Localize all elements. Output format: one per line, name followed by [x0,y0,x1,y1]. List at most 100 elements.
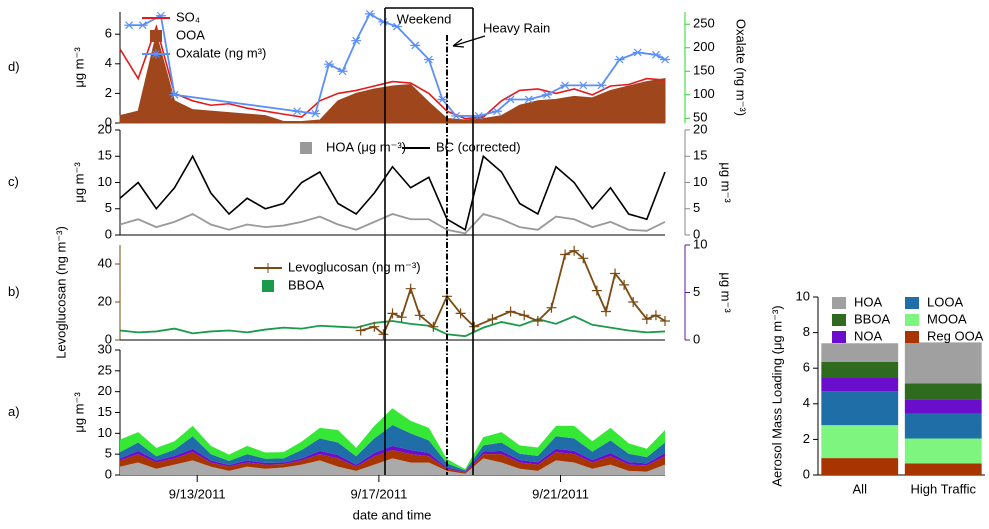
marker [560,81,571,90]
y-tick-label: 0 [105,226,112,241]
marker [523,95,534,104]
bar-segment [821,391,899,426]
marker [541,90,552,99]
y-axis-label: μg m⁻³ [71,392,86,433]
marker [519,310,530,321]
marker [569,245,580,256]
y-tick-label: 2 [105,85,112,100]
y-tick-label: 25 [98,362,112,377]
marker [469,321,480,332]
y2-tick-label: 0 [693,331,700,346]
bar-segment [821,458,899,475]
y-axis-label: μg m⁻³ [71,47,86,88]
marker [473,112,484,120]
bar-segment [904,383,982,400]
marker [437,95,448,104]
marker [323,60,334,69]
marker [560,249,571,260]
marker [600,306,611,317]
y-tick-label: 30 [98,341,112,356]
y2-axis-label: μg m⁻³ [719,272,734,313]
marker [591,285,602,296]
legend-swatch [150,30,162,42]
y-axis-label: μg m⁻³ [71,162,86,203]
legend-marker [263,263,273,273]
marker [628,297,639,307]
stacked-area [120,450,665,474]
y-tick-label: 10 [796,288,810,303]
y-tick-label: 0 [105,466,112,481]
heavy-rain-arrow [452,35,486,48]
x-axis-label: date and time [353,507,432,522]
y-tick-label: 0 [105,331,112,346]
y-tick-label: 15 [98,404,112,419]
line [129,12,666,117]
marker [455,308,466,319]
legend-swatch [832,297,846,309]
y-tick-label: 5 [105,446,112,461]
bar-segment [904,399,982,414]
marker [650,310,661,321]
marker [396,312,407,323]
marker [660,55,670,64]
marker [414,310,425,321]
y2-tick-label: 250 [693,16,715,31]
legend-label: BBOA [288,277,324,292]
bar-segment [904,463,982,475]
marker [410,41,421,50]
y2-tick-label: 50 [693,110,707,125]
legend-label: SO₄ [176,9,200,24]
y2-tick-label: 20 [693,121,707,136]
bar-segment [904,342,982,384]
bar-segment [821,343,899,362]
y-tick-label: 10 [98,174,112,189]
legend-label: Levoglucosan (ng m⁻³) [288,259,421,274]
stacked-area [120,458,665,475]
y-tick-label: 15 [98,148,112,163]
x-tick-label: High Traffic [910,481,976,496]
y2-tick-label: 10 [693,236,707,251]
marker [355,325,366,336]
bar-segment [904,413,982,439]
marker [364,9,375,18]
legend-label: HOA [854,294,883,309]
marker [351,36,362,45]
heavy-rain-label: Heavy Rain [483,20,550,35]
line [119,315,666,338]
marker [610,268,621,279]
y2-tick-label: 100 [693,86,715,101]
marker [532,316,543,326]
marker [292,107,303,116]
y2-tick-label: 15 [693,148,707,163]
y-tick-label: 10 [98,425,112,440]
y-tick-label: 40 [98,255,112,270]
marker [423,55,434,64]
x-tick-label: 9/21/2011 [532,486,589,501]
legend-label: LOOA [927,294,963,309]
y-tick-label: 0 [803,466,810,481]
marker [169,90,180,99]
legend-label: OOA [176,27,205,42]
y2-tick-label: 200 [693,39,715,54]
legend-swatch [300,142,312,154]
bar-segment [821,377,899,392]
panel-label: d) [8,59,20,74]
x-tick-label: 9/17/2011 [350,486,407,501]
y-axis-label: Aerosol Mass Loading (μg m⁻³) [769,305,784,486]
legend-label: HOA (μg m⁻³) [326,139,406,154]
legend-swatch [905,331,919,343]
marker [392,22,403,31]
y2-tick-label: 5 [693,284,700,299]
marker [650,50,661,59]
legend-swatch [832,314,846,326]
marker [387,308,398,319]
line [119,24,666,120]
weekend-label: Weekend [397,11,452,26]
marker [578,253,589,264]
panel-label: c) [8,174,19,189]
y2-tick-label: 150 [693,63,715,78]
marker [378,329,389,340]
marker [491,107,502,116]
y2-axis-label: μg m⁻³ [719,162,734,203]
